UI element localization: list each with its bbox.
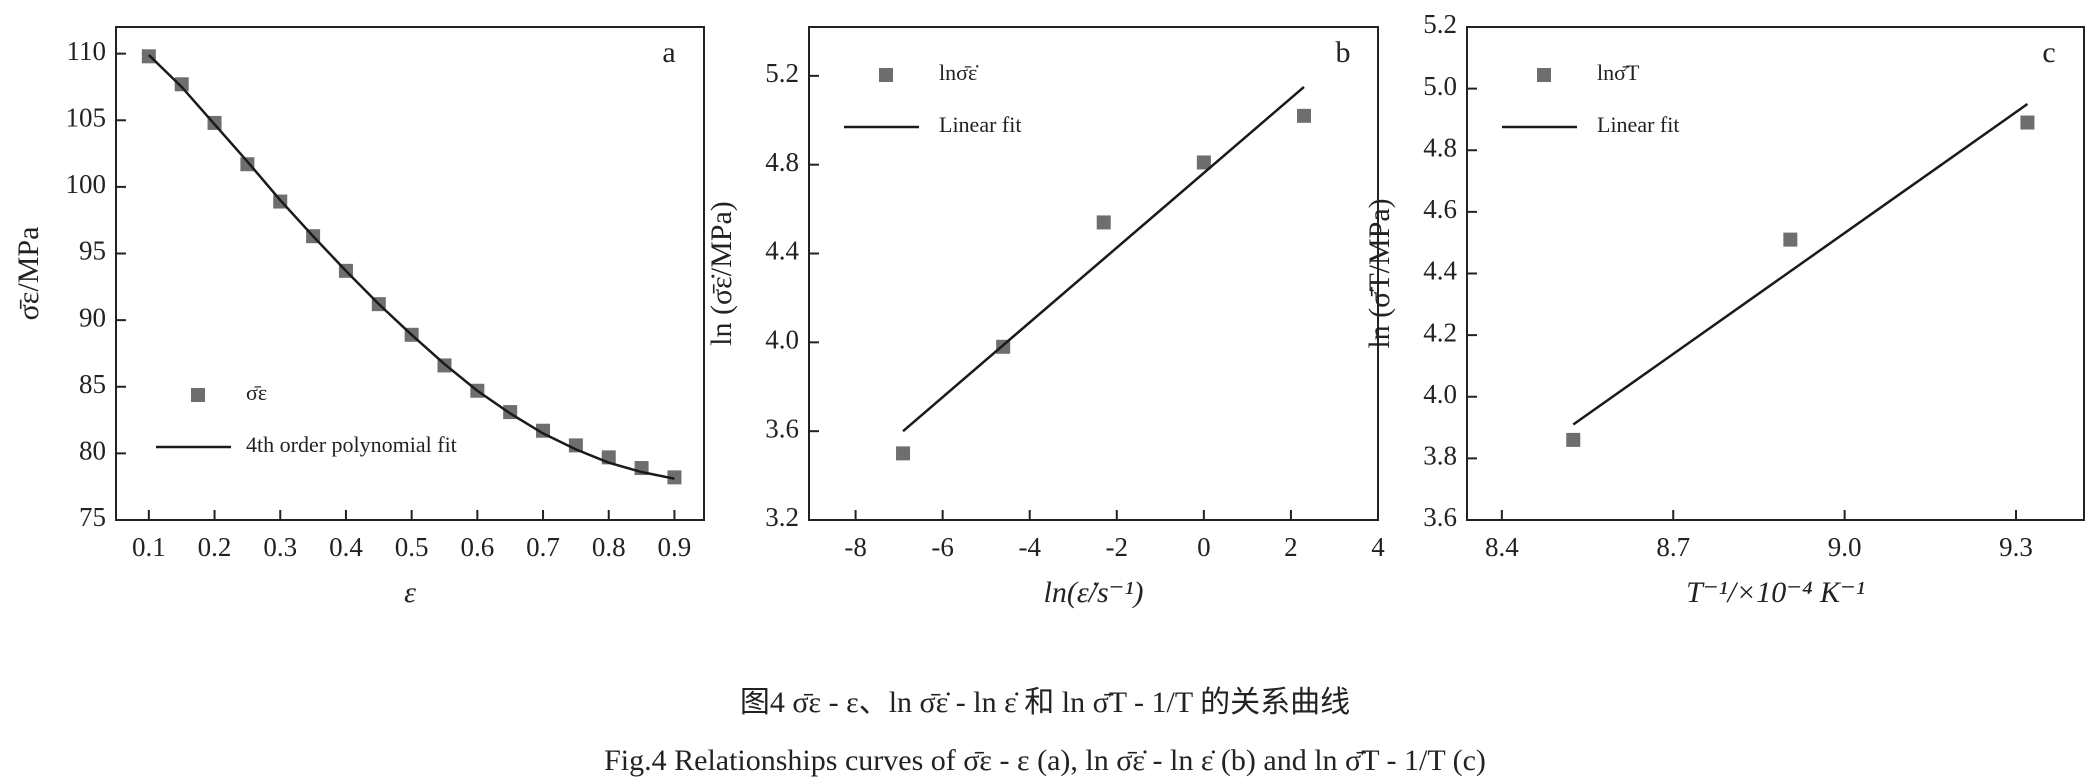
panel-label: b <box>1336 36 1351 69</box>
legend-marker <box>1537 68 1551 82</box>
y-tick-label: 3.2 <box>765 502 799 532</box>
x-tick-label: 0.2 <box>198 532 232 562</box>
caption-zh: 图4 σ̄ε - ε、ln σ̄ε̇ - ln ε̇ 和 ln σ̄T - 1/… <box>740 686 1350 719</box>
y-tick-label: 4.2 <box>1423 317 1457 347</box>
legend-label: σ̄ε <box>246 380 267 405</box>
x-tick-label: 8.4 <box>1485 532 1519 562</box>
y-tick-label: 3.6 <box>765 413 799 443</box>
y-tick-label: 4.8 <box>765 147 799 177</box>
x-tick-label: -2 <box>1106 532 1129 562</box>
fit-line <box>1572 103 2029 426</box>
data-point <box>1566 432 1581 447</box>
y-tick-label: 5.2 <box>1423 9 1457 39</box>
x-tick-label: 0.6 <box>460 532 494 562</box>
data-point <box>1783 232 1798 247</box>
y-tick-label: 4.4 <box>1423 256 1457 286</box>
y-tick-label: 100 <box>66 169 107 199</box>
y-tick-label: 5.2 <box>765 58 799 88</box>
panel: -8 -6 -4 -2 0 2 4 3.2 3.6 4.0 4.4 4.8 5.2 ln(ε̇/s⁻¹) l… <box>705 26 1385 609</box>
x-axis-label: T⁻¹/×10⁻⁴ K⁻¹ <box>1686 576 1865 609</box>
y-tick-label: 80 <box>79 436 106 466</box>
y-tick-label: 4.0 <box>1423 379 1457 409</box>
data-point <box>896 446 911 461</box>
y-axis-label: ln (σ̄ε̇/MPa) <box>705 201 738 346</box>
y-tick-label: 110 <box>67 36 107 66</box>
data-point <box>2020 115 2035 130</box>
y-tick-label: 4.4 <box>765 236 799 266</box>
legend-label: Linear fit <box>939 112 1021 137</box>
x-tick-label: 0.7 <box>526 532 560 562</box>
x-tick-label: 0 <box>1197 532 1211 562</box>
x-tick-label: 0.1 <box>132 532 166 562</box>
x-tick-label: 8.7 <box>1656 532 1690 562</box>
x-tick-label: -6 <box>931 532 954 562</box>
legend-label: lnσ̄ε̇ <box>939 60 979 85</box>
y-axis-label: ln (σ̄T/MPa) <box>1363 198 1396 348</box>
plot-frame <box>808 26 1379 521</box>
data-point <box>174 77 189 92</box>
x-tick-label: 2 <box>1284 532 1298 562</box>
plot-frame <box>1466 26 2085 521</box>
x-tick-label: 0.9 <box>658 532 692 562</box>
y-tick-label: 4.0 <box>765 325 799 355</box>
y-tick-label: 4.8 <box>1423 132 1457 162</box>
y-tick-label: 85 <box>79 369 106 399</box>
data-point <box>667 470 682 485</box>
y-axis-label: σ̄ε/MPa <box>12 227 45 321</box>
y-tick-label: 105 <box>66 102 107 132</box>
x-tick-label: -4 <box>1018 532 1041 562</box>
plot-frame <box>115 26 705 521</box>
panel-label: a <box>662 36 675 69</box>
legend-marker <box>879 68 893 82</box>
y-tick-label: 95 <box>79 236 106 266</box>
x-tick-label: 9.0 <box>1828 532 1862 562</box>
y-tick-label: 3.8 <box>1423 441 1457 471</box>
x-tick-label: 0.4 <box>329 532 363 562</box>
x-tick-label: -8 <box>844 532 867 562</box>
x-tick-label: 9.3 <box>1999 532 2033 562</box>
x-axis-label: ε <box>404 576 416 609</box>
y-tick-label: 3.6 <box>1423 502 1457 532</box>
panel: 8.4 8.7 9.0 9.3 3.6 3.8 4.0 4.2 4.4 4.6 4.8 5.0 5.2 T… <box>1363 9 2085 609</box>
panel: 0.1 0.2 0.3 0.4 0.5 0.6 0.7 0.8 0.9 75 80 85 90 95 100… <box>12 26 705 609</box>
x-tick-label: 0.3 <box>263 532 297 562</box>
legend-label: lnσ̄T <box>1597 60 1640 85</box>
x-tick-label: 4 <box>1371 532 1385 562</box>
y-tick-label: 5.0 <box>1423 71 1457 101</box>
legend-label: Linear fit <box>1597 112 1679 137</box>
x-tick-label: 0.5 <box>395 532 429 562</box>
data-point <box>240 157 255 172</box>
y-tick-label: 4.6 <box>1423 194 1457 224</box>
data-point <box>1196 155 1211 170</box>
legend-marker <box>191 388 205 402</box>
y-tick-label: 75 <box>79 502 106 532</box>
fit-line <box>147 54 675 480</box>
x-axis-label: ln(ε̇/s⁻¹) <box>1044 576 1144 609</box>
data-point <box>1096 215 1111 230</box>
legend-label: 4th order polynomial fit <box>246 432 457 457</box>
fit-line <box>902 86 1305 433</box>
caption-en: Fig.4 Relationships curves of σ̄ε - ε (a… <box>604 744 1486 777</box>
x-tick-label: 0.8 <box>592 532 626 562</box>
panel-label: c <box>2042 36 2055 69</box>
data-point <box>1296 108 1311 123</box>
y-tick-label: 90 <box>79 302 106 332</box>
